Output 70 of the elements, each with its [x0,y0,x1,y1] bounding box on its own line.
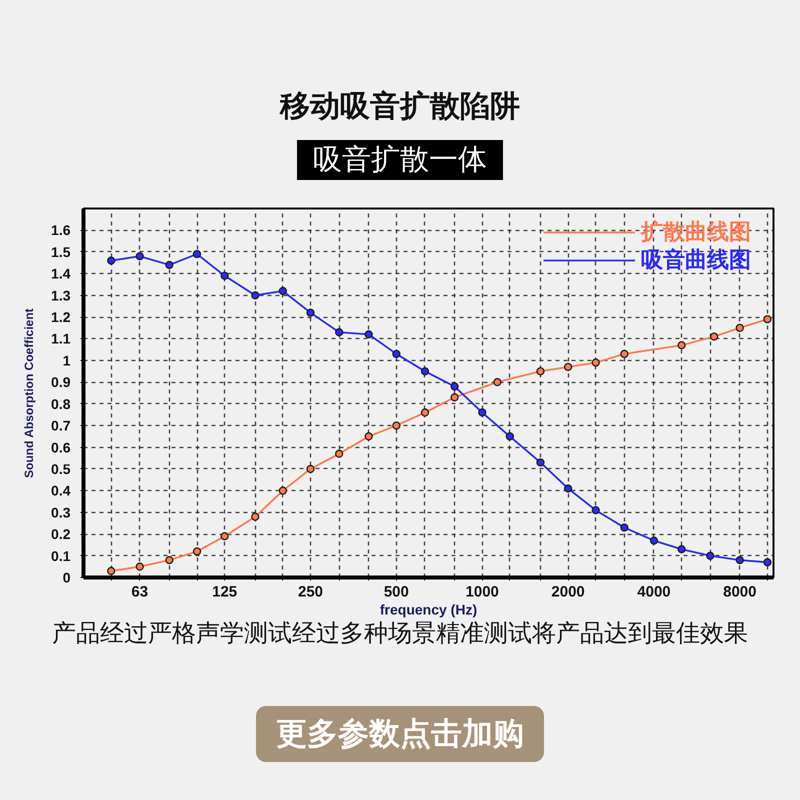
point [364,432,373,441]
point [592,506,600,514]
x-tick-label: 500 [384,584,409,600]
legend-label: 吸音曲线图 [641,246,751,274]
y-tick-label: 1.2 [51,309,71,326]
point [165,260,174,270]
y-axis-title: Sound Absorption Coefficient [22,308,36,478]
point [278,486,287,495]
point [564,484,572,493]
point [478,408,486,417]
y-tick-label: 0.5 [51,460,71,477]
point [251,512,260,521]
point [450,382,459,391]
point [220,272,229,280]
y-tick-label: 0.9 [51,374,71,390]
point [706,552,714,560]
x-tick-label: 125 [212,584,238,600]
x-tick-label: 8000 [723,584,757,600]
point [107,256,116,265]
point [536,458,545,467]
point [136,562,144,571]
y-tick-label: 0.2 [51,526,71,542]
point [763,558,772,566]
point [620,523,628,532]
x-axis-title: frequency (Hz) [380,602,478,618]
point [450,393,459,402]
point [165,556,174,564]
point [335,328,344,336]
y-tick-label: 1.1 [51,330,71,347]
y-tick-label: 1.6 [51,222,71,238]
text: 更多参数点击加购 [256,706,544,762]
point [220,532,229,540]
point [192,250,202,258]
point [306,308,315,317]
y-tick-label: 1 [62,352,71,368]
point [420,408,430,417]
point [506,432,514,441]
point [392,350,400,358]
point [420,367,430,376]
point [364,330,373,338]
point [136,252,144,260]
chart-title: 移动吸音扩散陷阱 [278,89,521,125]
y-tick-label: 0.8 [51,396,71,412]
point [392,421,400,430]
y-tick-label: 0.6 [51,439,71,456]
point [335,450,344,458]
point [650,536,658,545]
y-tick-label: 1.5 [51,244,71,260]
point [251,291,260,300]
y-tick-label: 0 [62,570,71,586]
point [736,556,744,564]
y-tick-label: 0.7 [51,418,71,434]
x-tick-label: 2000 [551,584,585,600]
x-tick-label: 1000 [466,584,499,600]
y-tick-label: 0.4 [51,482,71,499]
legend-label: 扩散曲线图 [641,218,751,246]
point [677,545,686,554]
y-tick-label: 0.1 [51,548,71,564]
point [278,286,287,296]
x-tick-label: 250 [298,584,324,600]
text: 产品经过严格声学测试经过多种场景精准测试将产品达到最佳效果 [51,620,749,648]
x-tick-label: 4000 [637,584,671,600]
x-tick-label: 63 [131,584,148,600]
point [107,566,116,576]
y-tick-label: 1.4 [51,266,71,282]
point [306,464,315,474]
y-tick-label: 1.3 [51,287,71,304]
chart-subtitle: 吸音扩散一体 [297,140,503,180]
y-tick-label: 0.3 [51,504,71,520]
point [192,547,202,556]
